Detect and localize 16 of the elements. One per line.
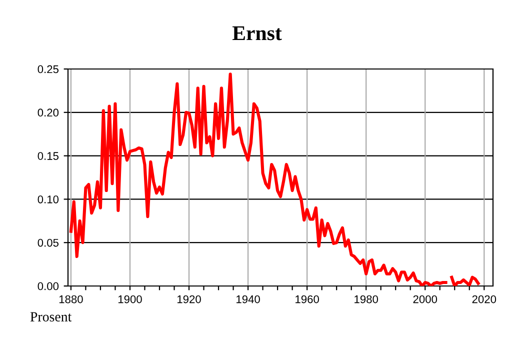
x-tick-label: 1900 [118,295,142,304]
y-tick-label: 0.10 [38,195,59,204]
y-axis-title: Prosent [30,312,72,322]
x-tick-label: 1920 [177,295,201,304]
x-tick-label: 1880 [59,295,83,304]
x-tick-label: 2020 [472,295,496,304]
y-tick-label: 0.25 [38,65,59,74]
x-tick-label: 1980 [354,295,378,304]
chart-title: Ernst [232,26,282,40]
y-tick-label: 0.15 [38,152,59,160]
x-tick-label: 2000 [413,295,438,304]
y-tick-label: 0.00 [38,282,59,290]
y-tick-label: 0.20 [38,108,59,117]
x-tick-label: 1940 [236,295,260,304]
y-tick-label: 0.05 [38,238,59,247]
x-tick-label: 1960 [296,295,319,304]
